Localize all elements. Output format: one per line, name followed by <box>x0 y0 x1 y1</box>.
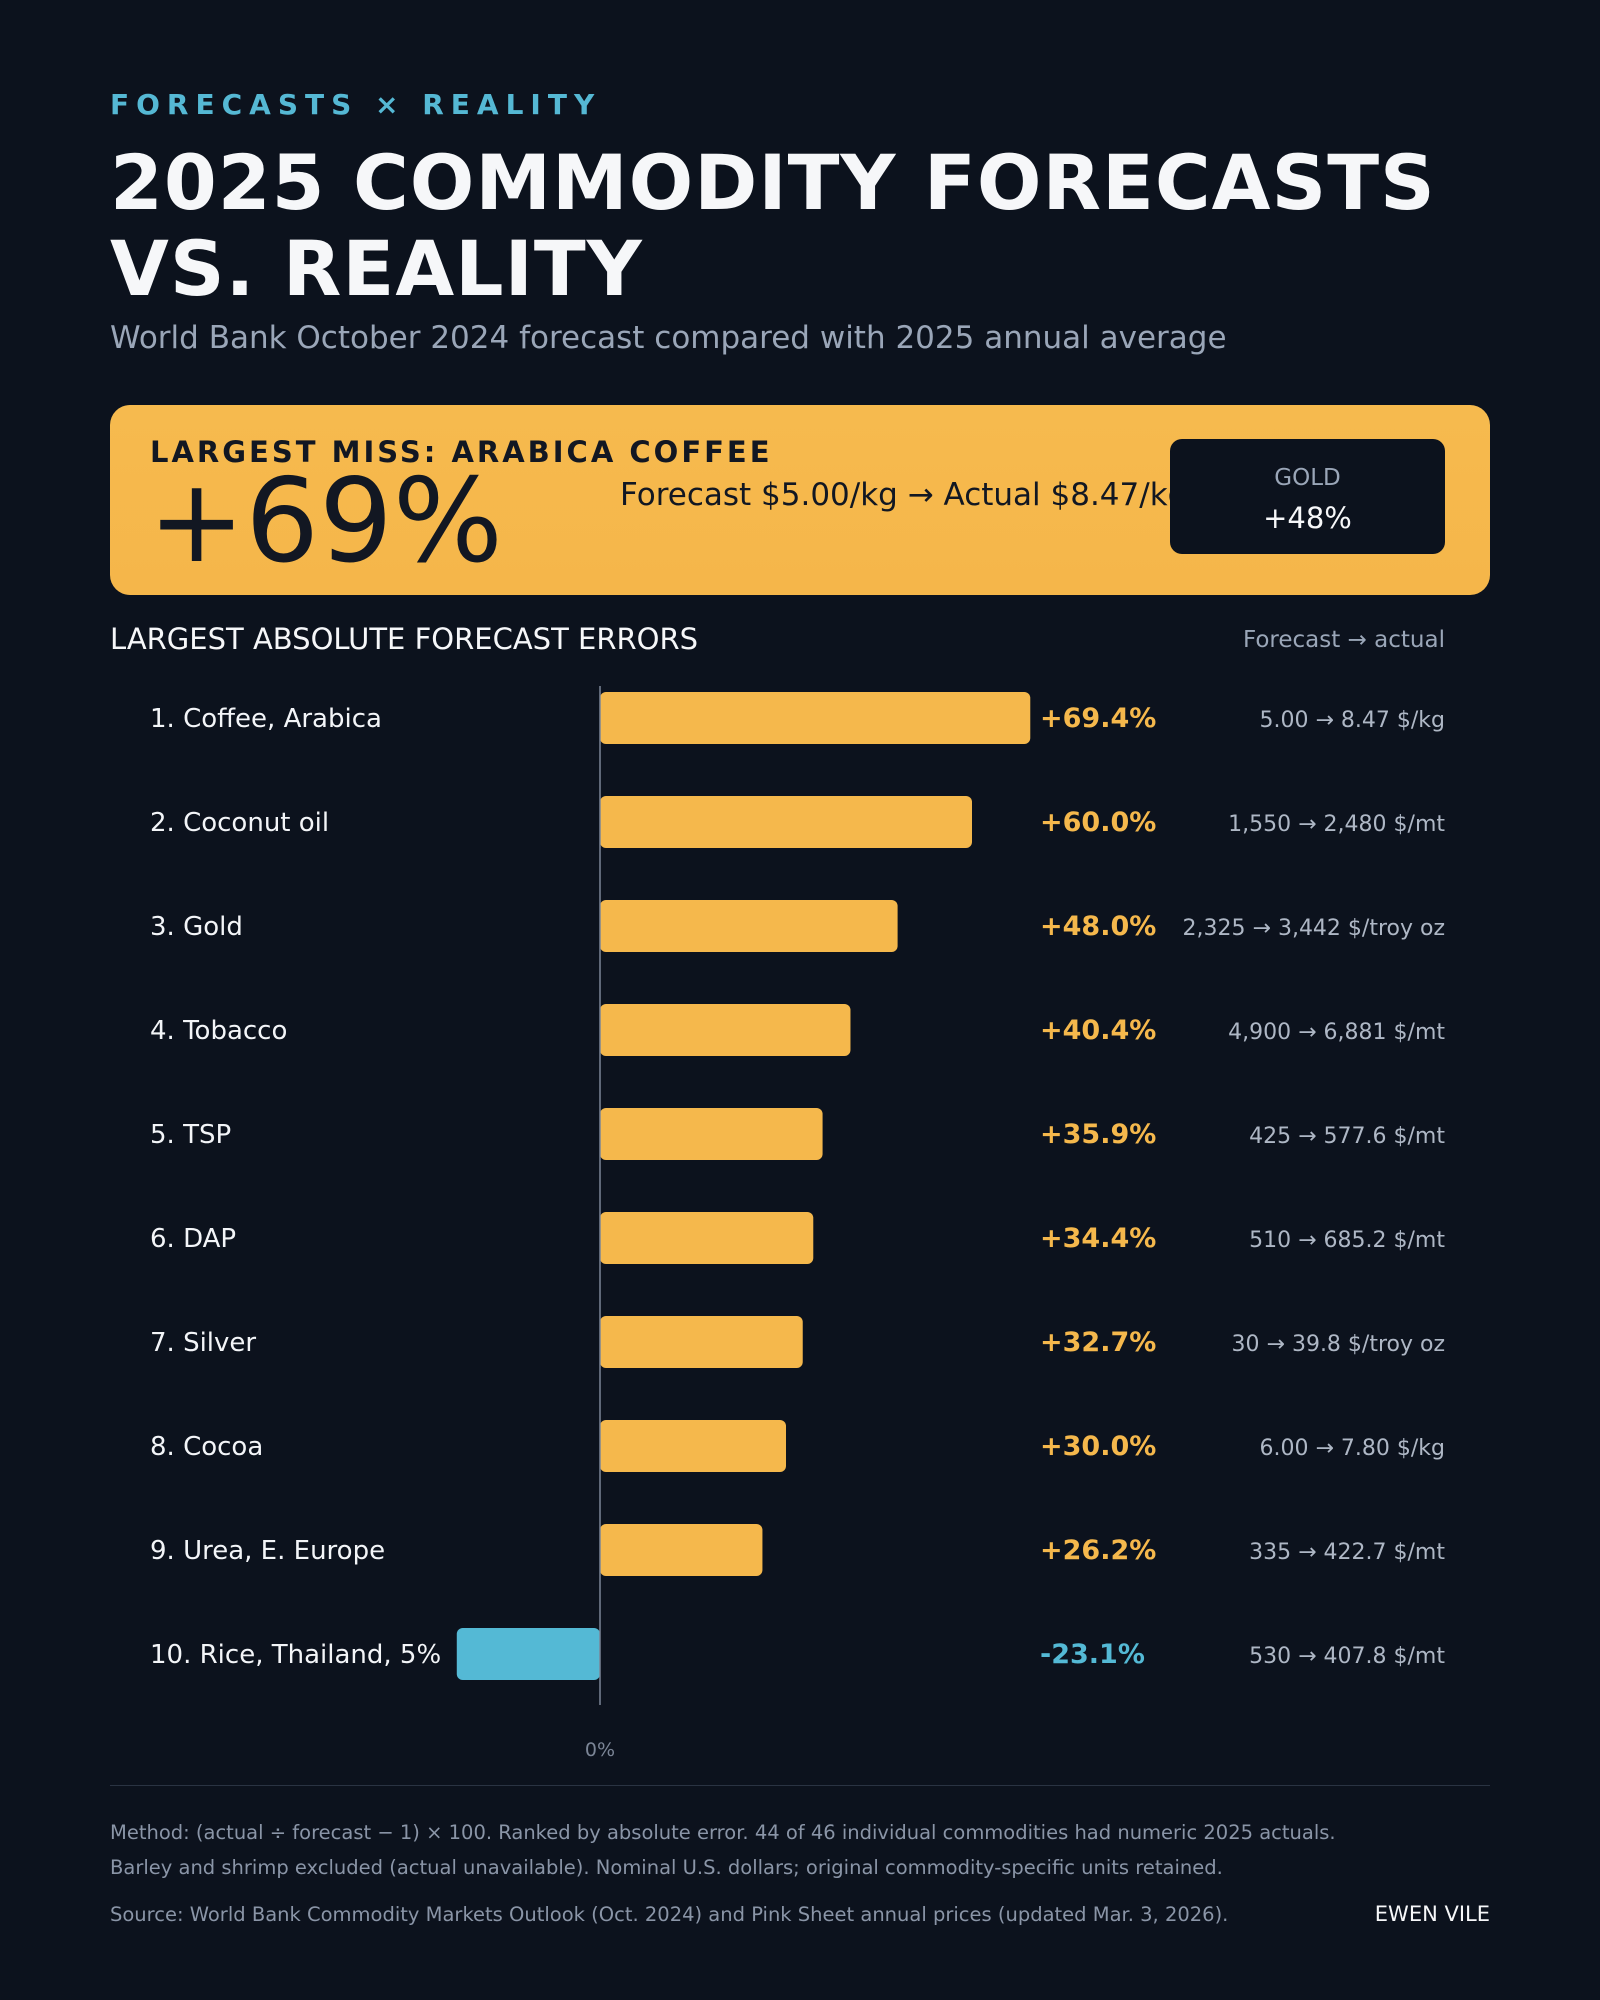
source-note: Source: World Bank Commodity Markets Out… <box>110 1903 1229 1926</box>
forecast-actual-detail: 425 → 577.6 $/mt <box>1249 1124 1445 1149</box>
forecast-actual-detail: 6.00 → 7.80 $/kg <box>1260 1436 1446 1461</box>
callout-label: LARGEST MISS: ARABICA COFFEE <box>150 435 773 469</box>
bar <box>600 1420 786 1472</box>
gold-stat-box: GOLD +48% <box>1170 439 1445 554</box>
callout-detail: Forecast $5.00/kg → Actual $8.47/kg <box>620 477 1188 513</box>
forecast-actual-detail: 2,325 → 3,442 $/troy oz <box>1183 916 1445 941</box>
value-label: +35.9% <box>1040 1119 1156 1150</box>
page-title: 2025 COMMODITY FORECASTS VS. REALITY <box>110 138 1436 313</box>
forecast-actual-detail: 335 → 422.7 $/mt <box>1249 1540 1445 1565</box>
value-label: +40.4% <box>1040 1015 1156 1046</box>
gold-stat-value: +48% <box>1263 501 1352 535</box>
forecast-actual-detail: 1,550 → 2,480 $/mt <box>1228 812 1445 837</box>
category-label: 5. TSP <box>150 1120 231 1150</box>
value-label: +26.2% <box>1040 1535 1156 1566</box>
bar <box>600 796 972 848</box>
value-label: +34.4% <box>1040 1223 1156 1254</box>
value-label: +32.7% <box>1040 1327 1156 1358</box>
bar <box>600 1316 803 1368</box>
category-label: 6. DAP <box>150 1224 236 1254</box>
method-line-1: Method: (actual ÷ forecast − 1) × 100. R… <box>110 1821 1336 1844</box>
bar <box>600 1524 763 1576</box>
forecast-actual-detail: 5.00 → 8.47 $/kg <box>1260 708 1446 733</box>
forecast-actual-detail: 4,900 → 6,881 $/mt <box>1228 1020 1445 1045</box>
eyebrow: FORECASTS × REALITY <box>110 88 602 121</box>
bar <box>600 1004 851 1056</box>
bar <box>600 900 898 952</box>
value-label: +30.0% <box>1040 1431 1156 1462</box>
footer-divider <box>110 1785 1490 1786</box>
callout-value: +69% <box>148 454 504 589</box>
method-line-2: Barley and shrimp excluded (actual unava… <box>110 1856 1223 1879</box>
value-label: +48.0% <box>1040 911 1156 942</box>
value-label: +60.0% <box>1040 807 1156 838</box>
chart-column-note: Forecast → actual <box>1242 627 1445 653</box>
zero-tick-label: 0% <box>585 1739 615 1761</box>
category-label: 1. Coffee, Arabica <box>150 704 382 734</box>
forecast-actual-detail: 30 → 39.8 $/troy oz <box>1232 1332 1445 1357</box>
category-label: 4. Tobacco <box>150 1016 287 1046</box>
chart-section-title: LARGEST ABSOLUTE FORECAST ERRORS <box>110 622 699 656</box>
category-label: 7. Silver <box>150 1328 256 1358</box>
bar <box>600 1212 814 1264</box>
category-label: 3. Gold <box>150 912 243 942</box>
bar <box>456 1628 600 1680</box>
largest-miss-callout: LARGEST MISS: ARABICA COFFEE +69% Foreca… <box>110 405 1490 595</box>
page-subtitle: World Bank October 2024 forecast compare… <box>110 320 1227 356</box>
category-label: 9. Urea, E. Europe <box>150 1536 385 1566</box>
forecast-actual-detail: 530 → 407.8 $/mt <box>1249 1644 1445 1669</box>
value-label: +69.4% <box>1040 703 1156 734</box>
gold-stat-label: GOLD <box>1274 465 1341 491</box>
bar <box>600 1108 823 1160</box>
category-label: 8. Cocoa <box>150 1432 263 1462</box>
forecast-actual-detail: 510 → 685.2 $/mt <box>1249 1228 1445 1253</box>
forecast-error-bar-chart: 1. Coffee, Arabica +69.4% 5.00 → 8.47 $/kg… <box>150 686 1446 1761</box>
category-label: 2. Coconut oil <box>150 808 329 838</box>
value-label: -23.1% <box>1040 1639 1145 1670</box>
category-label: 10. Rice, Thailand, 5% <box>150 1640 441 1670</box>
bar <box>600 692 1031 744</box>
author-credit: EWEN VILE <box>1374 1902 1490 1926</box>
method-footnote: Method: (actual ÷ forecast − 1) × 100. R… <box>110 1815 1490 1885</box>
